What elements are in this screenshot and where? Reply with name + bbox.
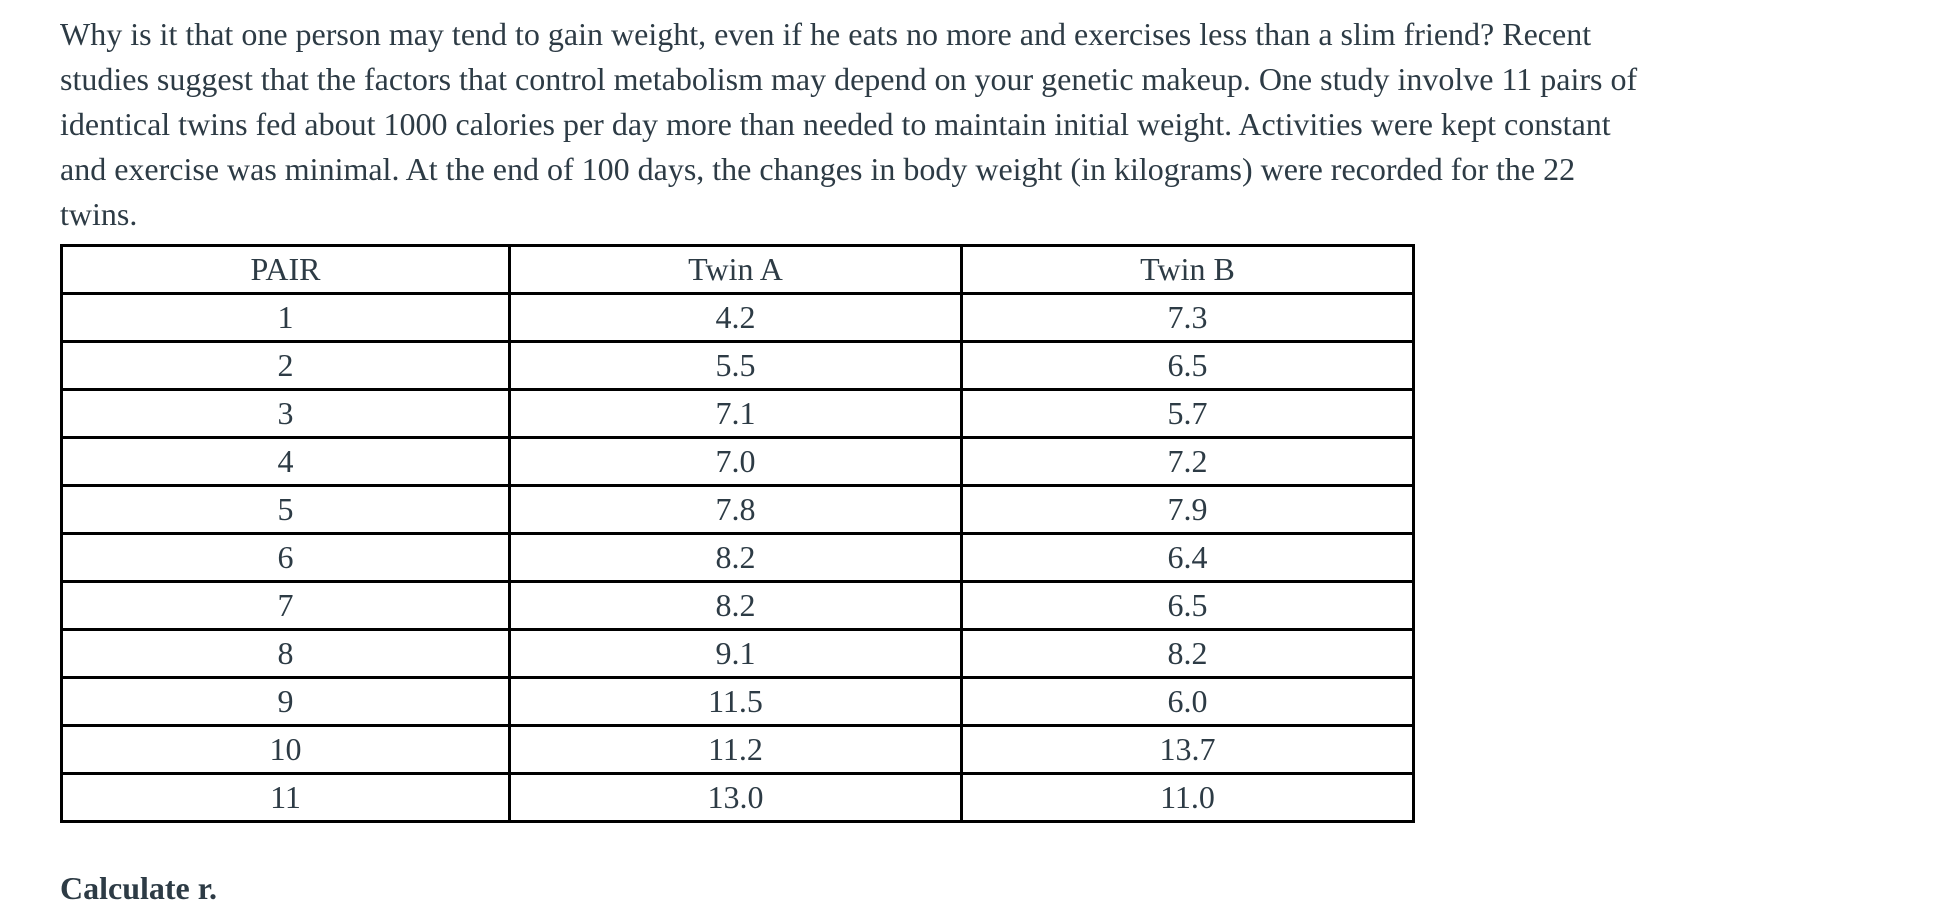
- table-row: 2 5.5 6.5: [60, 340, 1415, 391]
- table-header-row: PAIR Twin A Twin B: [60, 244, 1415, 295]
- pair-cell: 1: [60, 292, 511, 343]
- twin-b-cell: 7.2: [960, 436, 1415, 487]
- twin-a-cell: 7.8: [508, 484, 963, 535]
- table-row: 11 13.0 11.0: [60, 772, 1415, 823]
- column-header-pair: PAIR: [60, 244, 511, 295]
- twin-b-cell: 6.5: [960, 340, 1415, 391]
- table-row: 4 7.0 7.2: [60, 436, 1415, 487]
- paragraph-line: identical twins fed about 1000 calories …: [60, 106, 1611, 142]
- table-row: 1 4.2 7.3: [60, 292, 1415, 343]
- column-header-twin-a: Twin A: [508, 244, 963, 295]
- twins-weight-table: PAIR Twin A Twin B 1 4.2 7.3 2 5.5 6.5 3…: [60, 244, 1415, 823]
- pair-cell: 9: [60, 676, 511, 727]
- twin-b-cell: 7.9: [960, 484, 1415, 535]
- twin-b-cell: 6.0: [960, 676, 1415, 727]
- calculate-instruction: Calculate r.: [60, 870, 218, 906]
- twin-a-cell: 11.5: [508, 676, 963, 727]
- twin-b-cell: 11.0: [960, 772, 1415, 823]
- twin-a-cell: 13.0: [508, 772, 963, 823]
- paragraph-line: studies suggest that the factors that co…: [60, 61, 1638, 97]
- twin-a-cell: 11.2: [508, 724, 963, 775]
- twin-a-cell: 7.0: [508, 436, 963, 487]
- twin-a-cell: 8.2: [508, 580, 963, 631]
- table-row: 3 7.1 5.7: [60, 388, 1415, 439]
- twin-b-cell: 6.5: [960, 580, 1415, 631]
- twin-a-cell: 4.2: [508, 292, 963, 343]
- table-row: 5 7.8 7.9: [60, 484, 1415, 535]
- paragraph-line: twins.: [60, 196, 138, 232]
- pair-cell: 5: [60, 484, 511, 535]
- paragraph-line: and exercise was minimal. At the end of …: [60, 151, 1576, 187]
- twin-a-cell: 7.1: [508, 388, 963, 439]
- pair-cell: 3: [60, 388, 511, 439]
- twin-b-cell: 8.2: [960, 628, 1415, 679]
- table-row: 6 8.2 6.4: [60, 532, 1415, 583]
- twin-b-cell: 13.7: [960, 724, 1415, 775]
- pair-cell: 11: [60, 772, 511, 823]
- problem-statement: Why is it that one person may tend to ga…: [60, 12, 1923, 237]
- twin-b-cell: 6.4: [960, 532, 1415, 583]
- twin-a-cell: 9.1: [508, 628, 963, 679]
- pair-cell: 6: [60, 532, 511, 583]
- twin-a-cell: 5.5: [508, 340, 963, 391]
- twin-b-cell: 7.3: [960, 292, 1415, 343]
- paragraph-line: Why is it that one person may tend to ga…: [60, 16, 1592, 52]
- pair-cell: 8: [60, 628, 511, 679]
- twin-b-cell: 5.7: [960, 388, 1415, 439]
- twin-a-cell: 8.2: [508, 532, 963, 583]
- pair-cell: 10: [60, 724, 511, 775]
- table-row: 10 11.2 13.7: [60, 724, 1415, 775]
- column-header-twin-b: Twin B: [960, 244, 1415, 295]
- pair-cell: 2: [60, 340, 511, 391]
- table-row: 8 9.1 8.2: [60, 628, 1415, 679]
- pair-cell: 7: [60, 580, 511, 631]
- pair-cell: 4: [60, 436, 511, 487]
- table-row: 7 8.2 6.5: [60, 580, 1415, 631]
- table-row: 9 11.5 6.0: [60, 676, 1415, 727]
